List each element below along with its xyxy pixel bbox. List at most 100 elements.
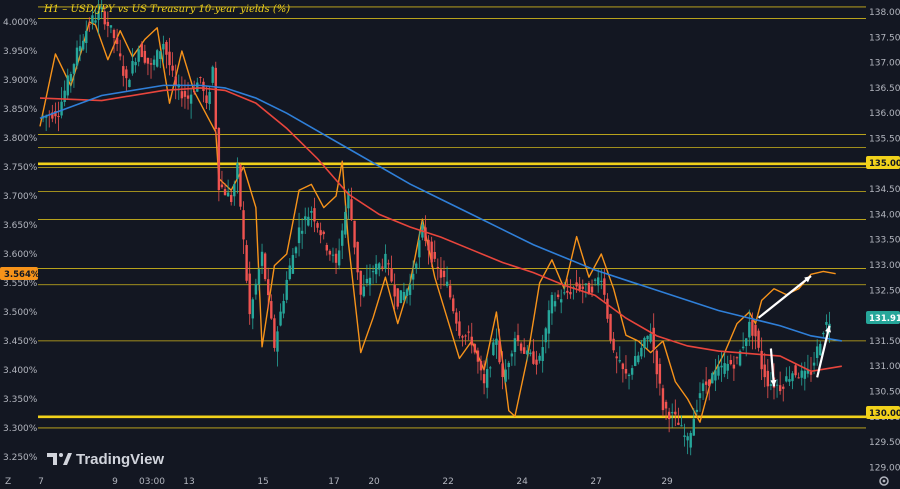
- candle: [652, 327, 655, 350]
- candle: [674, 411, 677, 415]
- time-tick: 13: [183, 477, 194, 487]
- candle: [646, 335, 649, 340]
- candle: [563, 292, 566, 294]
- candle: [442, 270, 446, 278]
- candle: [81, 40, 85, 50]
- candle: [754, 324, 757, 337]
- candle: [371, 271, 375, 273]
- candle: [452, 298, 455, 312]
- candle: [131, 60, 134, 74]
- candle: [307, 216, 310, 226]
- candle: [671, 412, 674, 414]
- candle: [115, 37, 119, 44]
- candle: [393, 284, 396, 297]
- candle: [535, 359, 538, 365]
- candle: [532, 351, 535, 364]
- time-tick: 7: [38, 477, 44, 487]
- candle: [134, 61, 137, 66]
- candle: [609, 314, 612, 341]
- candle: [566, 290, 569, 293]
- candle: [689, 432, 692, 448]
- candle: [316, 223, 319, 228]
- level-130-label: 130.000: [869, 409, 900, 419]
- candle: [485, 369, 489, 388]
- candle: [85, 30, 88, 44]
- candle: [356, 241, 359, 273]
- candle: [559, 299, 563, 303]
- candle: [365, 278, 369, 284]
- candle: [822, 332, 825, 335]
- candle: [569, 291, 572, 295]
- price-tick: 131.000: [869, 362, 900, 372]
- candle: [251, 299, 254, 319]
- price-axis[interactable]: 138.000 137.500 137.000 136.500 136.000 135.5…: [869, 8, 900, 473]
- candle: [612, 338, 615, 351]
- timezone-button[interactable]: Z: [5, 477, 11, 487]
- yield-tick: 3.350%: [3, 395, 38, 405]
- candle: [63, 90, 66, 102]
- candle: [640, 347, 643, 357]
- candle: [711, 373, 714, 384]
- candle: [803, 370, 807, 379]
- candle: [399, 290, 403, 304]
- candle: [600, 280, 603, 282]
- tradingview-brand-text: TradingView: [76, 451, 164, 468]
- candle: [704, 381, 708, 385]
- candle: [51, 112, 54, 119]
- candle: [436, 266, 440, 268]
- candle: [282, 300, 285, 314]
- candle: [196, 82, 199, 92]
- candle: [726, 363, 729, 371]
- time-tick: 17: [328, 477, 339, 487]
- candle: [220, 184, 224, 188]
- candle: [137, 49, 140, 62]
- candle: [368, 277, 372, 286]
- candle: [738, 351, 742, 366]
- candle: [797, 377, 800, 379]
- candle: [69, 74, 73, 81]
- candle: [109, 25, 113, 28]
- candle: [791, 373, 794, 382]
- price-tick: 136.500: [869, 84, 900, 94]
- candle: [75, 47, 79, 66]
- candle: [430, 241, 433, 263]
- candle: [701, 383, 705, 392]
- candle: [482, 374, 486, 384]
- candle: [606, 298, 609, 319]
- price-tick: 134.000: [869, 210, 900, 220]
- candle: [337, 250, 341, 266]
- candle: [741, 346, 745, 349]
- candle: [661, 388, 665, 411]
- candle: [757, 330, 760, 348]
- yield-tick: 3.700%: [3, 192, 38, 202]
- candle: [683, 435, 686, 437]
- candle: [183, 91, 187, 97]
- last-price-label: 131.917: [869, 314, 900, 324]
- gear-icon[interactable]: [879, 476, 889, 486]
- candle: [455, 312, 458, 324]
- candle: [267, 279, 270, 296]
- last-price-badge: 131.917: [866, 311, 900, 324]
- candle: [270, 301, 273, 319]
- candle: [168, 51, 171, 66]
- time-axis[interactable]: 7 9 03:00 13 15 17 20 22 24 27 29: [38, 477, 673, 487]
- candle: [825, 321, 828, 325]
- candle: [714, 370, 717, 381]
- candle: [473, 344, 477, 353]
- candle: [677, 422, 680, 425]
- candle: [171, 65, 174, 71]
- candle: [553, 301, 557, 307]
- candle: [384, 253, 387, 269]
- level-135-label: 135.000: [869, 159, 900, 169]
- candle: [341, 230, 344, 246]
- candle: [239, 165, 242, 207]
- candle: [411, 273, 415, 280]
- candle: [125, 69, 128, 79]
- candle: [300, 230, 304, 234]
- yield-tick: 3.250%: [3, 453, 38, 463]
- candle: [692, 418, 696, 436]
- yield-axis[interactable]: 4.000% 3.950% 3.900% 3.850% 3.800% 3.750% 3.70…: [3, 18, 38, 463]
- price-tick: 137.000: [869, 59, 900, 69]
